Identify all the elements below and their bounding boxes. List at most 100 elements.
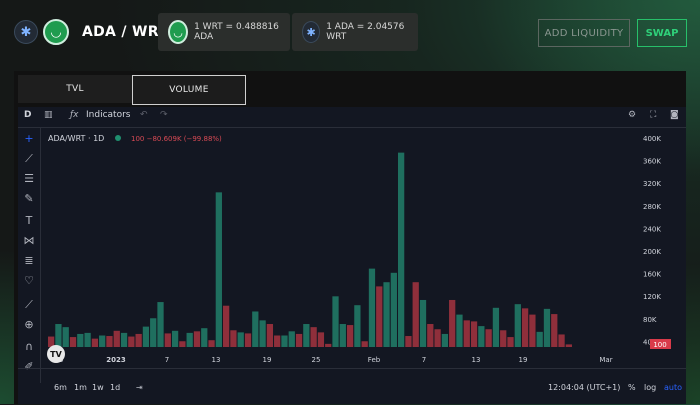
volume-bar — [201, 328, 208, 347]
range-1d[interactable]: 1d — [110, 383, 121, 392]
volume-bar — [449, 299, 456, 347]
log-toggle[interactable]: log — [644, 383, 657, 392]
volume-bar — [208, 340, 215, 347]
volume-bar — [427, 324, 434, 347]
volume-bar — [361, 341, 368, 347]
volume-bar — [500, 330, 507, 347]
volume-bar — [478, 326, 485, 347]
trend-line-icon[interactable]: ⟋ — [25, 152, 33, 165]
volume-bar — [325, 343, 332, 347]
x-tick-label: 25 — [312, 356, 321, 364]
y-tick-label: 80K — [643, 316, 657, 324]
volume-bar — [259, 320, 266, 347]
lock-pencil-icon[interactable]: ✐ — [24, 360, 34, 373]
volume-bar — [383, 282, 390, 347]
pair-selector[interactable]: ✱ ◡ ADA / WRT ⚆⚆ — [14, 19, 201, 45]
wrt-icon: ◡ — [43, 19, 69, 45]
volume-chart[interactable]: 400K 360K 320K 280K 240K 200K 160K 120K 80K 40K 2… — [18, 128, 686, 368]
bar-style-icon[interactable]: ▥ — [44, 110, 53, 120]
volume-bar — [332, 296, 339, 347]
auto-toggle[interactable]: auto — [664, 383, 683, 392]
heart-icon[interactable]: ♡ — [24, 274, 34, 287]
volume-bar — [529, 314, 536, 347]
pattern-icon[interactable]: ⋈ — [23, 234, 35, 247]
volume-bar — [346, 325, 354, 348]
y-tick-label: 360K — [643, 158, 661, 166]
last-value-badge — [650, 339, 671, 349]
crosshair-icon[interactable]: + — [24, 132, 34, 145]
volume-bar — [310, 327, 317, 348]
x-tick-label: 13 — [212, 356, 221, 364]
svg-text:TV: TV — [50, 350, 62, 359]
volume-bar — [274, 335, 281, 347]
volume-bar — [288, 331, 295, 347]
interval-selector[interactable]: D — [24, 110, 32, 120]
brush-icon[interactable]: ✎ — [24, 192, 34, 205]
volume-bar — [543, 308, 551, 347]
indicators-icon[interactable]: ƒx — [70, 110, 79, 120]
range-1w[interactable]: 1w — [92, 383, 104, 392]
last-value-label: 100 — [653, 341, 666, 349]
volume-bar — [492, 307, 500, 347]
volume-bar — [186, 332, 193, 347]
y-tick-label: 320K — [643, 180, 661, 188]
add-liquidity-button[interactable]: ADD LIQUIDITY — [538, 19, 630, 47]
volume-bar — [164, 333, 171, 347]
volume-bar — [113, 330, 120, 347]
magnet-icon[interactable]: ∩ — [24, 340, 34, 353]
legend-symbol: ADA/WRT · 1D — [48, 134, 104, 143]
volume-bar — [390, 272, 397, 347]
x-tick-label: Feb — [368, 356, 381, 364]
volume-bar — [193, 331, 201, 347]
swap-button[interactable]: SWAP — [637, 19, 687, 47]
camera-icon[interactable]: ◙ — [670, 110, 679, 120]
volume-bar — [55, 324, 62, 347]
volume-bar — [91, 338, 99, 347]
fullscreen-icon[interactable]: ⛶ — [650, 110, 657, 120]
range-1m[interactable]: 1m — [74, 383, 87, 392]
y-tick-label: 120K — [643, 293, 661, 301]
redo-icon[interactable]: ↷ — [160, 110, 168, 120]
volume-bar — [252, 311, 259, 347]
undo-icon[interactable]: ↶ — [140, 110, 148, 120]
tab-volume[interactable]: VOLUME — [132, 75, 246, 105]
forecast-icon[interactable]: ≣ — [24, 254, 34, 267]
volume-bar — [470, 321, 478, 347]
rate-wrt-ada: ◡ 1 WRT = 0.488816 ADA — [158, 13, 290, 51]
y-tick-label: 160K — [643, 271, 661, 279]
legend-values: 100 −80.609K (−99.88%) — [131, 135, 222, 143]
clock-time[interactable]: 12:04:04 (UTC+1) — [548, 383, 621, 392]
volume-bar — [551, 314, 558, 347]
volume-bar — [150, 318, 157, 347]
volume-bar — [295, 333, 303, 347]
volume-bar — [215, 192, 222, 347]
volume-bar — [135, 333, 142, 347]
rate-text: 1 WRT = 0.488816 ADA — [194, 22, 279, 42]
volume-bar — [281, 335, 288, 347]
volume-bar — [69, 337, 77, 347]
volume-bar — [434, 329, 441, 348]
chart-panel: TVL VOLUME D ▥ ƒx Indicators ↶ ↷ ⚙ ⛶ ◙ +… — [14, 71, 686, 404]
percent-toggle[interactable]: % — [628, 383, 636, 392]
range-6m[interactable]: 6m — [54, 383, 67, 392]
tab-tvl[interactable]: TVL — [18, 75, 132, 103]
volume-bar — [419, 299, 427, 347]
volume-bar — [368, 268, 376, 348]
volume-bar — [398, 152, 405, 347]
indicators-button[interactable]: Indicators — [86, 110, 131, 120]
ruler-icon[interactable]: ⟋ — [25, 298, 33, 311]
volume-bar — [99, 335, 106, 347]
horizontal-lines-icon[interactable]: ☰ — [24, 172, 34, 185]
x-tick-label: 19 — [263, 356, 272, 364]
date-range-icon[interactable]: ⇥ — [136, 383, 143, 392]
y-tick-label: 200K — [643, 248, 661, 256]
volume-bar — [48, 336, 55, 347]
cardano-icon: ✱ — [302, 21, 321, 43]
drawing-toolbar: + ⟋ ☰ ✎ T ⋈ ≣ ♡ ⟋ ⊕ ∩ ✐ — [18, 128, 41, 383]
wrt-icon: ◡ — [168, 20, 189, 44]
text-icon[interactable]: T — [25, 214, 33, 227]
settings-icon[interactable]: ⚙ — [628, 110, 637, 120]
chart-toolbar: D ▥ ƒx Indicators ↶ ↷ ⚙ ⛶ ◙ — [18, 107, 686, 128]
cardano-icon: ✱ — [14, 20, 38, 44]
zoom-in-icon[interactable]: ⊕ — [24, 318, 34, 331]
